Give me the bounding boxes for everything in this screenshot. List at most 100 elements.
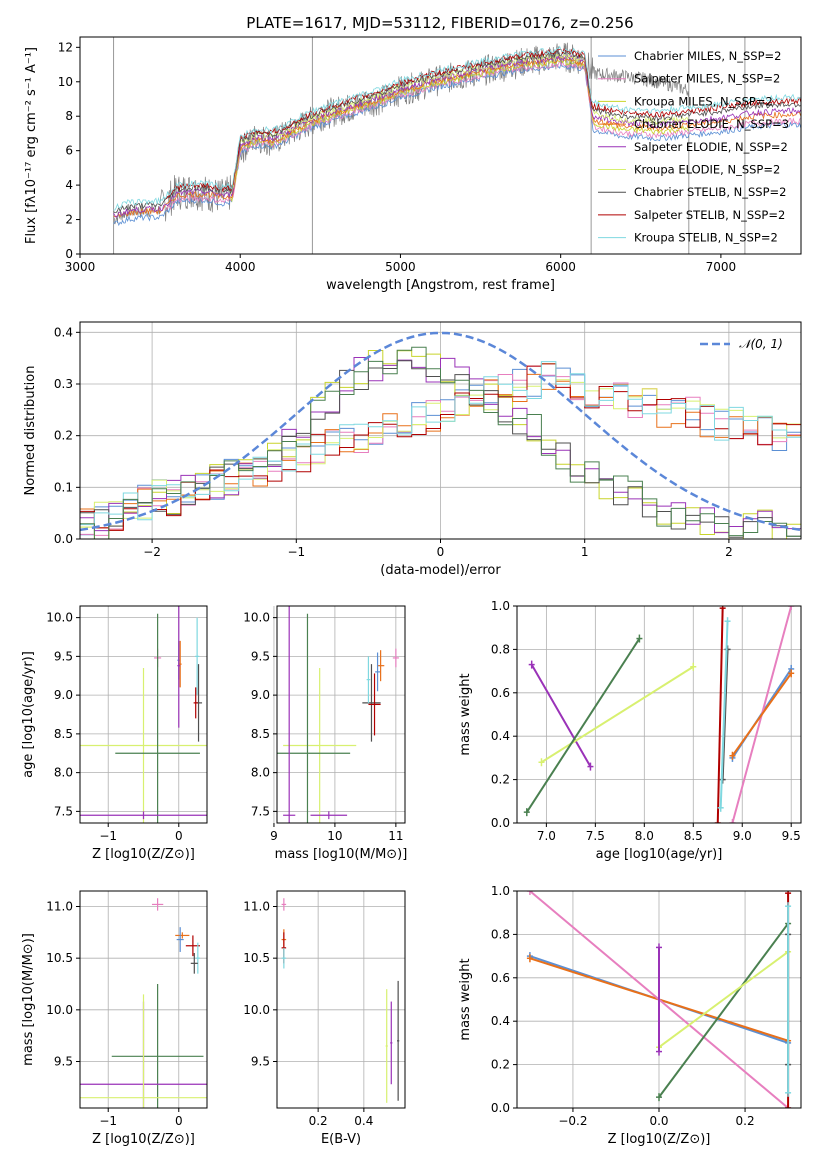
mass_weight_vs_age-series-line	[719, 621, 729, 808]
spectrum-xtick-label: 3000	[65, 260, 96, 274]
mass_weight_vs_Z-ylabel: mass weight	[458, 958, 473, 1040]
mass_weight_vs_age-ylabel: mass weight	[458, 673, 473, 755]
mass_weight_vs_Z-ytick-label: 0.0	[491, 1101, 510, 1115]
mass_weight_vs_age-series-line	[525, 638, 641, 813]
spectrum-ytick-label: 8	[65, 109, 73, 123]
mass_weight_vs_age-xtick-label: 7.5	[586, 829, 605, 843]
spectrum-legend-label: Chabrier STELIB, N_SSP=2	[634, 185, 786, 199]
age_vs_mass-ytick-label: 7.5	[251, 804, 270, 818]
spectrum-ytick-label: 6	[65, 144, 73, 158]
mass_weight_vs_Z-ytick-label: 0.4	[491, 1014, 510, 1028]
age_vs_mass-xtick-label: 11	[388, 829, 403, 843]
mass_weight_vs_age-xlabel: age [log10(age/yr)]	[596, 847, 723, 862]
spectrum-legend-label: Chabrier ELODIE, N_SSP=3	[634, 117, 789, 131]
age_vs_mass-ytick-label: 8.0	[251, 766, 270, 780]
mass_vs_Z-xtick-label: −1	[99, 1114, 117, 1128]
mass_weight_vs_Z-ytick-label: 1.0	[491, 884, 510, 898]
mass_vs_Z-group: −1 0 9.5 10.0 10.5 11.0 Z [log10(Z/Z⊙)] mass [l…	[21, 890, 208, 1147]
mass_weight_vs_age-xtick-label: 8.0	[635, 829, 654, 843]
spectrum-xtick-label: 6000	[545, 260, 576, 274]
mass_weight_vs_Z-series-line	[658, 950, 789, 1049]
residuals-ytick-label: 0.3	[54, 377, 73, 391]
age_vs_Z-frame	[79, 605, 208, 824]
mass_weight_vs_Z-ytick-label: 0.6	[491, 971, 510, 985]
residuals-ytick-label: 0.2	[54, 429, 73, 443]
spectrum-ytick-label: 10	[58, 75, 73, 89]
spectrum-legend-label: Salpeter ELODIE, N_SSP=2	[634, 140, 788, 154]
mass_weight_vs_Z-xtick-label: 0.0	[649, 1114, 668, 1128]
spectrum-xtick-label: 7000	[706, 260, 737, 274]
spectrum-frame	[79, 36, 802, 255]
residuals-xtick-label: −2	[143, 545, 161, 559]
age_vs_mass-xtick-label: 9	[270, 829, 278, 843]
spectrum-legend: Chabrier MILES, N_SSP=2 Salpeter MILES, N…	[598, 49, 789, 245]
spectrum-ytick-label: 4	[65, 178, 73, 192]
spectrum-legend-label: Kroupa STELIB, N_SSP=2	[634, 231, 778, 245]
age_vs_Z-xtick-label: −1	[99, 829, 117, 843]
age_vs_Z-xtick-label: 0	[175, 829, 183, 843]
spectrum-model-line-8	[113, 45, 801, 211]
spectrum-xlabel: wavelength [Angstrom, rest frame]	[326, 278, 555, 293]
mass_vs_Z-xlabel: Z [log10(Z/Z⊙)]	[92, 1132, 195, 1147]
mass_vs_EBV-xtick-label: 0.2	[309, 1114, 328, 1128]
age_vs_Z-ytick-label: 10.0	[46, 611, 73, 625]
age_vs_Z-ytick-label: 8.5	[54, 727, 73, 741]
figure-title: PLATE=1617, MJD=53112, FIBERID=0176, z=0…	[246, 14, 633, 32]
age_vs_mass-ytick-label: 8.5	[251, 727, 270, 741]
residuals-group: −2 −1 0 1 2 0.0 0.1 0.2 0.3 0.4 (data-model)/error…	[23, 321, 802, 578]
mass_vs_EBV-ytick-label: 10.5	[243, 951, 270, 965]
mass_vs_EBV-ytick-label: 9.5	[251, 1055, 270, 1069]
spectrum-legend-label: Chabrier MILES, N_SSP=2	[634, 49, 781, 63]
age_vs_mass-ytick-label: 9.0	[251, 688, 270, 702]
age_vs_Z-ytick-label: 7.5	[54, 804, 73, 818]
histogram-step-9	[80, 346, 801, 539]
normal-curve	[80, 331, 801, 532]
mass_vs_EBV-xlabel: E(B-V)	[321, 1132, 361, 1147]
mass_weight_vs_age-series-line	[716, 608, 724, 823]
age_vs_Z-ytick-label: 9.5	[54, 649, 73, 663]
spectrum-legend-label: Salpeter MILES, N_SSP=2	[634, 72, 780, 86]
mass_weight_vs_Z-xtick-label: 0.2	[736, 1114, 755, 1128]
spectrum-plot-area	[113, 37, 801, 254]
mass_vs_EBV-group: 0.2 0.4 9.5 10.0 10.5 11.0 E(B-V)	[243, 890, 406, 1147]
residuals-xtick-label: 0	[437, 545, 445, 559]
mass_weight_vs_Z-plot-area	[526, 891, 792, 1108]
residuals-xtick-label: 1	[581, 545, 589, 559]
spectrum-ytick-label: 0	[65, 247, 73, 261]
mass_weight_vs_age-frame	[516, 605, 802, 824]
spectrum-legend-label: Salpeter STELIB, N_SSP=2	[634, 208, 785, 222]
spectrum-model-line-2	[230, 58, 689, 203]
mass_weight_vs_age-series-line	[540, 665, 694, 764]
mass_weight_vs_age-ytick-label: 0.0	[491, 816, 510, 830]
mass_weight_vs_Z-series-line	[658, 922, 789, 1098]
mass_weight_vs_age-series-line	[530, 664, 592, 768]
mass_weight_vs_Z-group: −0.2 0.0 0.2 0.0 0.2 0.4 0.6 0.8 1.0 Z [log10(Z/Z…	[458, 884, 802, 1147]
spectrum-legend-label: Kroupa MILES, N_SSP=2	[634, 94, 773, 108]
spectrum-ytick-label: 12	[58, 40, 73, 54]
mass_vs_EBV-ytick-label: 10.0	[243, 1003, 270, 1017]
age_vs_mass-frame	[276, 605, 406, 824]
mass_vs_Z-plot-area	[80, 898, 207, 1108]
age_vs_Z-ytick-label: 9.0	[54, 688, 73, 702]
mass_vs_Z-ytick-label: 10.5	[46, 951, 73, 965]
mass_weight_vs_Z-xtick-label: −0.2	[558, 1114, 587, 1128]
spectrum-ytick-label: 2	[65, 213, 73, 227]
mass_vs_Z-ytick-label: 11.0	[46, 900, 73, 914]
mass_weight_vs_Z-xlabel: Z [log10(Z/Z⊙)]	[608, 1132, 711, 1147]
residuals-xtick-label: 2	[725, 545, 733, 559]
spectrum-ylabel: Flux [fλ10⁻¹⁷ erg cm⁻² s⁻¹ A⁻¹]	[24, 47, 39, 244]
charts-group: 3000 4000 5000 6000 7000024681012wavelength …	[21, 36, 802, 1147]
mass_vs_Z-ylabel: mass [log10(M/M⊙)]	[21, 933, 36, 1066]
age_vs_mass-ytick-label: 10.0	[243, 611, 270, 625]
mass_weight_vs_age-ytick-label: 0.8	[491, 642, 510, 656]
spectrum-group: 3000 4000 5000 6000 7000 0 2 4 6 8 10 12 wavelength …	[24, 36, 802, 293]
age_vs_Z-xlabel: Z [log10(Z/Z⊙)]	[92, 847, 195, 862]
age_vs_mass-ytick-label: 9.5	[251, 649, 270, 663]
mass_weight_vs_age-xtick-label: 9.5	[782, 829, 801, 843]
residuals-xtick-label: −1	[287, 545, 305, 559]
mass_weight_vs_Z-ytick-label: 0.2	[491, 1058, 510, 1072]
spectrum-xtick-label: 5000	[385, 260, 416, 274]
residuals-ytick-label: 0.4	[54, 325, 73, 339]
